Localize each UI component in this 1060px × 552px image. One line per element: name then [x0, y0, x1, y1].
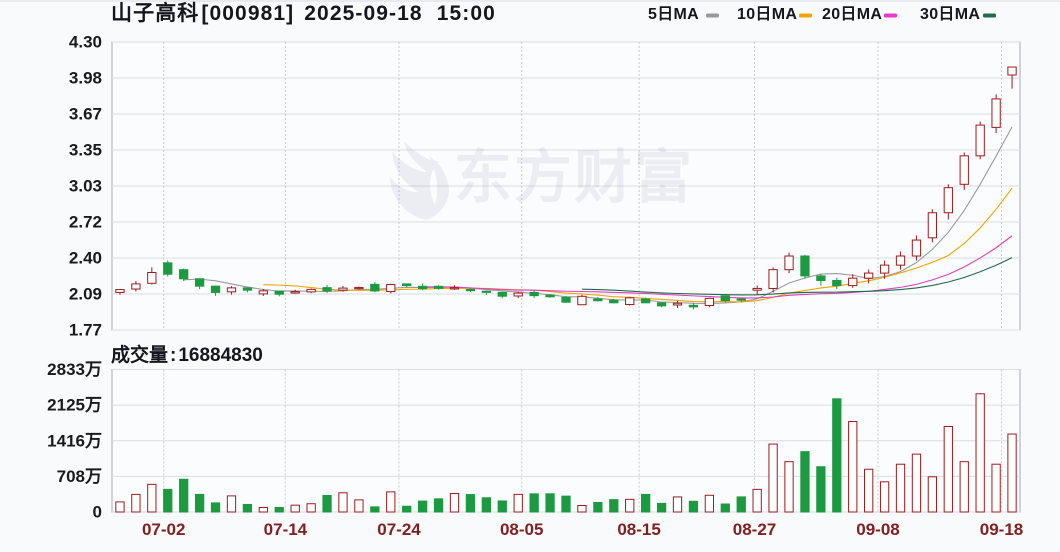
- svg-text:09-08: 09-08: [856, 520, 899, 539]
- svg-text:成交量:16884830: 成交量:16884830: [111, 343, 263, 366]
- svg-text:07-14: 07-14: [264, 520, 308, 539]
- svg-text:10日MA: 10日MA: [737, 5, 797, 23]
- svg-text:08-15: 08-15: [617, 520, 660, 539]
- svg-text:东方财富: 东方财富: [454, 145, 694, 210]
- svg-text:3.35: 3.35: [69, 141, 102, 160]
- svg-text:2.40: 2.40: [69, 249, 102, 268]
- svg-text:2.72: 2.72: [69, 213, 102, 232]
- svg-text:30日MA: 30日MA: [920, 5, 980, 23]
- svg-text:1416万: 1416万: [47, 431, 102, 450]
- svg-text:708万: 708万: [57, 467, 102, 486]
- svg-text:0: 0: [93, 503, 102, 522]
- svg-text:2833万: 2833万: [47, 360, 102, 379]
- svg-text:08-05: 08-05: [500, 520, 543, 539]
- svg-text:3.98: 3.98: [69, 69, 102, 88]
- svg-text:08-27: 08-27: [733, 520, 776, 539]
- svg-text:2125万: 2125万: [47, 396, 102, 415]
- svg-text:3.67: 3.67: [69, 105, 102, 124]
- svg-text:1.77: 1.77: [69, 321, 102, 340]
- svg-text:20日MA: 20日MA: [822, 5, 882, 23]
- svg-text:07-24: 07-24: [377, 520, 421, 539]
- svg-text:5日MA: 5日MA: [648, 5, 699, 23]
- svg-text:09-18: 09-18: [980, 520, 1023, 539]
- svg-text:2.09: 2.09: [69, 285, 102, 304]
- svg-text:07-02: 07-02: [142, 520, 185, 539]
- svg-text:4.30: 4.30: [69, 33, 102, 52]
- svg-text:3.03: 3.03: [69, 177, 102, 196]
